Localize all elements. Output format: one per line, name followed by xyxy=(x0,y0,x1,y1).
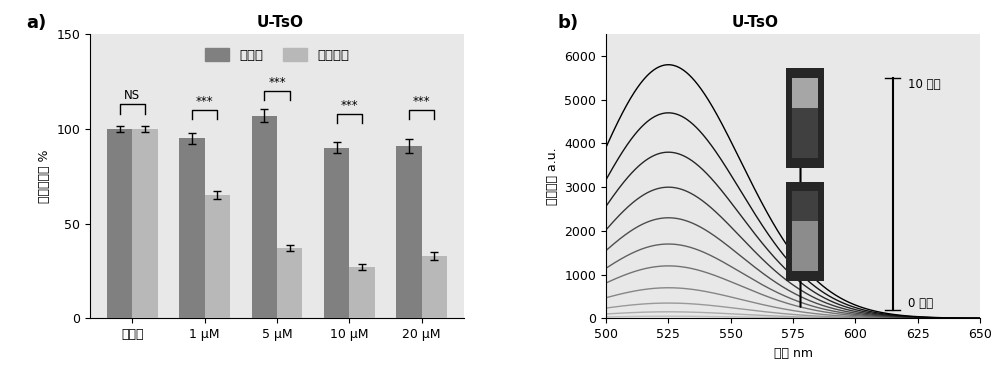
Bar xyxy=(179,138,205,318)
Text: U-TsO: U-TsO xyxy=(256,15,304,30)
Bar xyxy=(107,129,132,318)
Text: ***: *** xyxy=(268,76,286,89)
X-axis label: 波长 nm: 波长 nm xyxy=(774,347,813,360)
Legend: 未处理, 激光照射: 未处理, 激光照射 xyxy=(201,44,353,66)
Text: 0 分钟: 0 分钟 xyxy=(908,297,933,310)
Text: ***: *** xyxy=(413,95,430,108)
Bar xyxy=(132,129,158,318)
Text: a): a) xyxy=(26,14,47,32)
Bar xyxy=(422,256,447,318)
Bar xyxy=(396,146,422,318)
Text: b): b) xyxy=(557,14,579,32)
Bar xyxy=(324,148,349,318)
Text: ***: *** xyxy=(196,95,213,108)
Text: U-TsO: U-TsO xyxy=(732,15,778,30)
Bar xyxy=(349,267,375,318)
Y-axis label: 荧光强度 a.u.: 荧光强度 a.u. xyxy=(546,147,559,205)
Text: ***: *** xyxy=(340,99,358,112)
Bar xyxy=(277,248,302,318)
Bar xyxy=(252,116,277,318)
Text: 10 分钟: 10 分钟 xyxy=(908,78,940,91)
Bar xyxy=(205,195,230,318)
Y-axis label: 细胞存活率 %: 细胞存活率 % xyxy=(38,149,51,203)
Text: NS: NS xyxy=(124,89,140,102)
